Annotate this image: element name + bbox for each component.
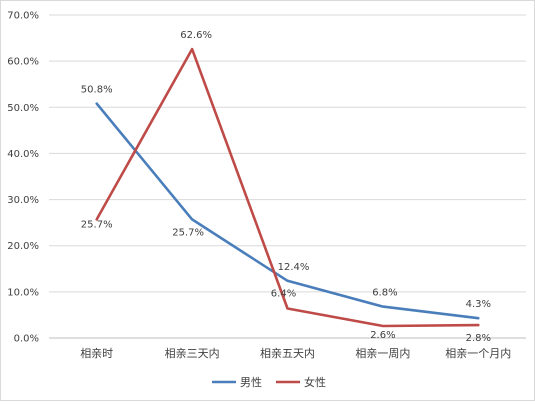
gridlines <box>49 14 526 339</box>
y-tick-label: 30.0% <box>7 195 39 206</box>
data-label: 50.8% <box>81 85 113 96</box>
legend: 男性 女性 <box>212 375 326 389</box>
y-axis-ticks: 0.0% 10.0% 20.0% 30.0% 40.0% 50.0% 60.0% 70.0% <box>7 11 39 345</box>
series-line-0 <box>95 102 480 320</box>
x-axis-categories: 相亲时 相亲三天内 相亲五天内 相亲一周内 相亲一个月内 <box>80 346 511 360</box>
x-category-label: 相亲一周内 <box>355 346 410 360</box>
data-label: 6.4% <box>271 288 296 299</box>
x-category-label: 相亲五天内 <box>260 346 315 360</box>
series-line-1 <box>95 47 480 328</box>
y-tick-label: 10.0% <box>7 287 39 298</box>
data-label: 62.6% <box>180 30 212 41</box>
data-label: 12.4% <box>278 262 310 273</box>
data-label: 6.8% <box>372 288 397 299</box>
y-tick-label: 70.0% <box>7 11 39 22</box>
data-label: 4.3% <box>466 299 491 310</box>
data-label: 2.6% <box>370 330 395 341</box>
x-category-label: 相亲时 <box>80 346 113 360</box>
y-tick-label: 50.0% <box>7 103 39 114</box>
legend-label: 女性 <box>304 375 326 389</box>
y-tick-label: 40.0% <box>7 149 39 160</box>
data-labels: 50.8% 25.7% 12.4% 6.8% 4.3% 25.7% 62.6% 6.4% 2.6… <box>81 30 491 344</box>
data-label: 25.7% <box>81 219 113 230</box>
y-tick-label: 60.0% <box>7 57 39 68</box>
data-label: 2.8% <box>466 333 491 344</box>
x-category-label: 相亲一个月内 <box>445 346 511 360</box>
y-tick-label: 20.0% <box>7 241 39 252</box>
legend-label: 男性 <box>240 375 262 389</box>
y-tick-label: 0.0% <box>14 334 39 345</box>
series-lines <box>95 47 480 328</box>
data-label: 25.7% <box>172 227 204 238</box>
x-category-label: 相亲三天内 <box>165 346 220 360</box>
